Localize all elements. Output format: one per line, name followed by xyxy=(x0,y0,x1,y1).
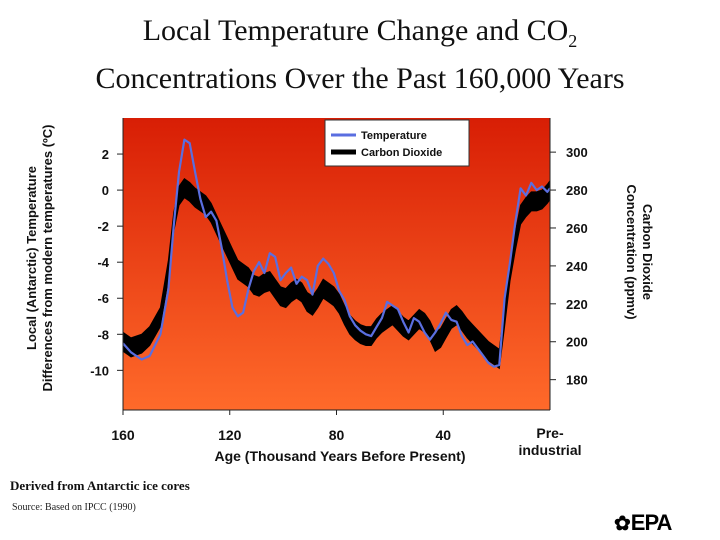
left-tick-label: 2 xyxy=(102,147,109,162)
right-tick-label: 280 xyxy=(566,183,588,198)
right-y-axis-label-line-2: Concentration (ppmv) xyxy=(624,184,639,319)
series-layer xyxy=(123,138,550,370)
x-end-label-line-1: Pre- xyxy=(536,425,564,441)
left-y-axis-label-line-2: Differences from modern temperatures (ºC… xyxy=(40,125,55,392)
derivation-note: Derived from Antarctic ice cores xyxy=(10,478,190,493)
right-tick-label: 300 xyxy=(566,145,588,160)
right-y-ticks: 300 280 260 240 220 200 180 xyxy=(550,145,588,388)
left-tick-label: -8 xyxy=(97,327,109,342)
left-y-axis-label-line-1: Local (Antarctic) Temperature xyxy=(24,166,39,350)
left-tick-label: -2 xyxy=(97,219,109,234)
chart-title: Local Temperature Change and CO2 Concent… xyxy=(0,12,720,98)
x-tick-label: 40 xyxy=(435,427,451,443)
legend-co2-label: Carbon Dioxide xyxy=(361,147,442,159)
left-tick-label: -4 xyxy=(97,255,109,270)
right-tick-label: 180 xyxy=(566,373,588,388)
right-tick-label: 220 xyxy=(566,297,588,312)
legend: Temperature Carbon Dioxide xyxy=(324,119,470,167)
left-y-ticks: 2 0 -2 -4 -6 -8 -10 xyxy=(90,147,123,378)
epa-flower-icon: ✿ xyxy=(614,513,631,535)
right-tick-label: 200 xyxy=(566,335,588,350)
title-line-1: Local Temperature Change and CO2 xyxy=(0,12,720,60)
title-line-2: Concentrations Over the Past 160,000 Yea… xyxy=(95,62,625,95)
co2-series-band xyxy=(123,178,550,370)
title-subscript: 2 xyxy=(568,31,578,51)
epa-logo: ✿EPA xyxy=(614,510,673,536)
epa-logo-text: EPA xyxy=(630,510,673,535)
x-end-label-line-2: industrial xyxy=(518,442,581,458)
right-y-axis-label-line-1: Carbon Dioxide xyxy=(640,204,655,300)
legend-temperature-label: Temperature xyxy=(361,130,427,142)
x-axis-label: Age (Thousand Years Before Present) xyxy=(214,448,465,464)
legend-box xyxy=(324,119,470,167)
right-tick-label: 240 xyxy=(566,259,588,274)
left-tick-label: 0 xyxy=(102,183,109,198)
left-tick-label: -10 xyxy=(90,363,109,378)
x-tick-label: 120 xyxy=(218,427,242,443)
x-ticks: 160 120 80 40 xyxy=(111,410,451,443)
x-tick-label: 80 xyxy=(329,427,345,443)
left-tick-label: -6 xyxy=(97,291,109,306)
right-tick-label: 260 xyxy=(566,221,588,236)
x-tick-label: 160 xyxy=(111,427,135,443)
source-note: Source: Based on IPCC (1990) xyxy=(12,502,136,513)
title-line-1-text: Local Temperature Change and CO xyxy=(142,14,569,47)
temperature-series-line xyxy=(123,138,550,368)
